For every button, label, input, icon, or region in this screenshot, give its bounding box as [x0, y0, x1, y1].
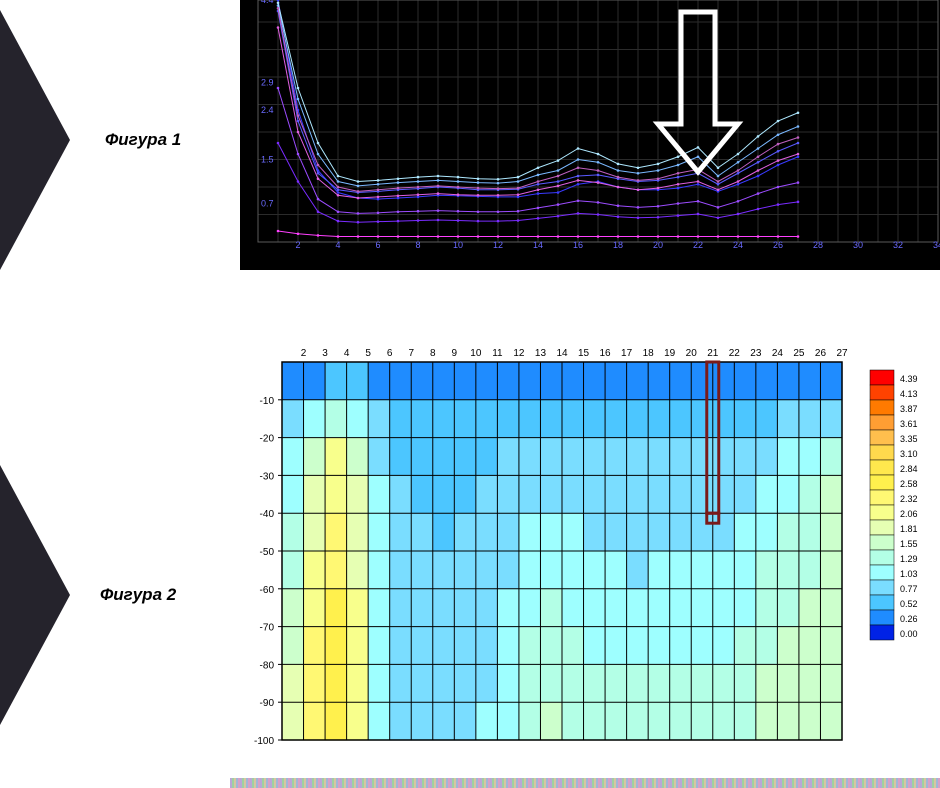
svg-text:2.9: 2.9: [261, 78, 274, 88]
svg-text:19: 19: [664, 348, 676, 359]
svg-text:20: 20: [653, 240, 663, 250]
svg-text:32: 32: [893, 240, 903, 250]
svg-text:2: 2: [295, 240, 300, 250]
svg-text:0.7: 0.7: [261, 199, 274, 209]
svg-text:8: 8: [415, 240, 420, 250]
svg-text:-100: -100: [254, 736, 274, 747]
svg-text:4.13: 4.13: [900, 389, 918, 399]
svg-text:28: 28: [813, 240, 823, 250]
svg-text:4: 4: [344, 348, 350, 359]
svg-text:0.77: 0.77: [900, 584, 918, 594]
svg-text:2.4: 2.4: [261, 105, 274, 115]
chart2-heatmap: 2345678910111213141516171819202122232425…: [240, 340, 940, 760]
svg-text:12: 12: [513, 348, 525, 359]
page: Фигура 1 Фигура 2 2468101214161820222426…: [0, 0, 940, 788]
chart1-svg: 2468101214161820222426283032340.71.52.42…: [240, 0, 940, 270]
svg-text:18: 18: [643, 348, 655, 359]
svg-text:3.61: 3.61: [900, 419, 918, 429]
wedge-fig1: [0, 10, 70, 270]
svg-text:3.35: 3.35: [900, 434, 918, 444]
svg-text:-90: -90: [260, 698, 275, 709]
svg-text:24: 24: [733, 240, 743, 250]
svg-text:27: 27: [836, 348, 848, 359]
svg-text:15: 15: [578, 348, 590, 359]
svg-text:23: 23: [750, 348, 762, 359]
svg-text:10: 10: [453, 240, 463, 250]
svg-text:7: 7: [408, 348, 414, 359]
svg-text:0.26: 0.26: [900, 614, 918, 624]
chart2-svg: 2345678910111213141516171819202122232425…: [240, 340, 940, 760]
noise-strip: [230, 778, 940, 788]
svg-text:2.06: 2.06: [900, 509, 918, 519]
svg-text:11: 11: [492, 348, 503, 359]
chart1-line-plot: 2468101214161820222426283032340.71.52.42…: [240, 0, 940, 270]
svg-text:1.81: 1.81: [900, 524, 918, 534]
svg-text:2.32: 2.32: [900, 494, 918, 504]
svg-text:1.55: 1.55: [900, 539, 918, 549]
svg-text:25: 25: [793, 348, 805, 359]
svg-text:1.5: 1.5: [261, 155, 274, 165]
svg-text:3: 3: [322, 348, 328, 359]
svg-text:3.10: 3.10: [900, 449, 918, 459]
svg-text:17: 17: [621, 348, 633, 359]
svg-text:1.03: 1.03: [900, 569, 918, 579]
svg-text:10: 10: [470, 348, 482, 359]
svg-text:6: 6: [387, 348, 393, 359]
svg-text:0.00: 0.00: [900, 629, 918, 639]
svg-text:-60: -60: [260, 585, 275, 596]
svg-text:26: 26: [815, 348, 827, 359]
svg-text:-40: -40: [260, 509, 275, 520]
wedge-fig2: [0, 465, 70, 725]
svg-text:-50: -50: [260, 547, 275, 558]
svg-text:18: 18: [613, 240, 623, 250]
svg-text:2.84: 2.84: [900, 464, 918, 474]
svg-text:5: 5: [365, 348, 371, 359]
svg-text:22: 22: [729, 348, 741, 359]
svg-text:34: 34: [933, 240, 940, 250]
svg-text:3.87: 3.87: [900, 404, 918, 414]
svg-text:-10: -10: [260, 396, 275, 407]
svg-text:-30: -30: [260, 471, 275, 482]
svg-text:0.52: 0.52: [900, 599, 918, 609]
svg-text:22: 22: [693, 240, 703, 250]
svg-text:8: 8: [430, 348, 436, 359]
svg-text:4: 4: [335, 240, 340, 250]
svg-text:4.4: 4.4: [261, 0, 274, 5]
svg-text:6: 6: [375, 240, 380, 250]
svg-text:20: 20: [686, 348, 698, 359]
figure2-label: Фигура 2: [100, 585, 176, 605]
svg-text:2.58: 2.58: [900, 479, 918, 489]
svg-text:13: 13: [535, 348, 547, 359]
svg-text:24: 24: [772, 348, 784, 359]
svg-text:14: 14: [533, 240, 543, 250]
svg-text:9: 9: [452, 348, 458, 359]
svg-text:26: 26: [773, 240, 783, 250]
svg-text:2: 2: [301, 348, 307, 359]
svg-text:16: 16: [573, 240, 583, 250]
svg-text:16: 16: [600, 348, 612, 359]
svg-text:21: 21: [707, 348, 719, 359]
figure1-label: Фигура 1: [105, 130, 181, 150]
svg-text:14: 14: [556, 348, 568, 359]
svg-text:4.39: 4.39: [900, 374, 918, 384]
svg-text:-80: -80: [260, 660, 275, 671]
svg-text:30: 30: [853, 240, 863, 250]
svg-text:12: 12: [493, 240, 503, 250]
svg-text:-20: -20: [260, 434, 275, 445]
svg-text:1.29: 1.29: [900, 554, 918, 564]
svg-text:-70: -70: [260, 623, 275, 634]
